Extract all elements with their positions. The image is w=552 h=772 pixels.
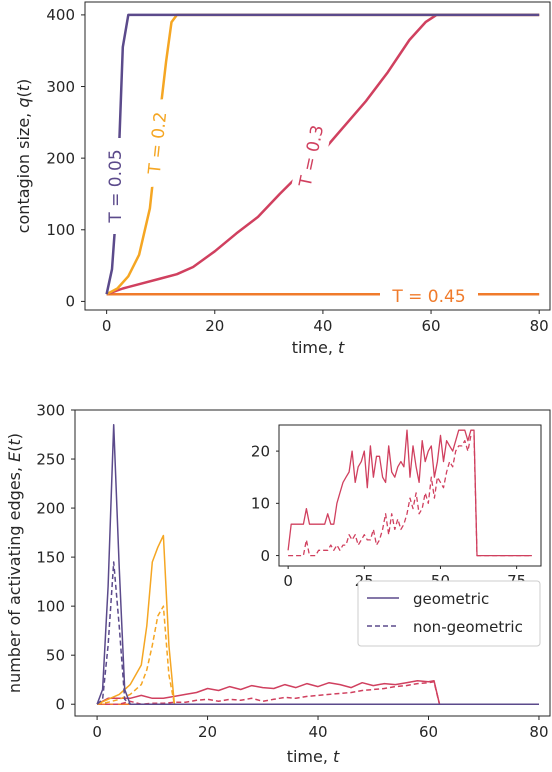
inset-chart: 025507501020 — [251, 424, 542, 590]
x-tick-label: 60 — [419, 723, 438, 741]
y-tick-label: 400 — [46, 6, 75, 24]
y-tick-label: 10 — [251, 495, 270, 513]
legend-label: non-geometric — [413, 618, 523, 636]
series-line-t-0-05 — [105, 13, 540, 295]
series-line-geometric — [96, 423, 539, 705]
inset-frame — [278, 424, 542, 567]
y-axis-label: contagion size, q(t) — [14, 79, 33, 234]
series-line-geometric — [96, 679, 539, 705]
line-label-t02: T = 0.2 — [140, 98, 176, 188]
y-tick-label: 100 — [36, 597, 65, 615]
x-tick-label: 60 — [421, 317, 440, 335]
activating-edges-series — [96, 423, 539, 705]
x-tick-label: 0 — [102, 317, 112, 335]
legend-frame — [357, 580, 541, 647]
x-tick-label: 20 — [205, 317, 224, 335]
line-label-background — [104, 138, 128, 234]
y-tick-label: 300 — [36, 401, 65, 419]
x-tick-label: 80 — [529, 723, 548, 741]
y-tick-label: 250 — [36, 450, 65, 468]
x-tick-label: 40 — [313, 317, 332, 335]
x-tick-label: 80 — [530, 317, 549, 335]
y-tick-label: 20 — [251, 442, 270, 460]
x-tick-label: 20 — [198, 723, 217, 741]
legend: geometric non-geometric — [357, 580, 541, 647]
inset-series — [287, 429, 532, 557]
y-tick-label: 200 — [36, 499, 65, 517]
contagion-size-chart: T = 0.05 T = 0.2 T = 0.3 T = 0.45 0 20 40 6… — [14, 1, 551, 357]
y-tick-label: 200 — [46, 149, 75, 167]
line-label-background — [290, 115, 334, 197]
y-tick-label: 0 — [260, 547, 270, 565]
line-label-background — [380, 284, 478, 308]
x-axis-label: time, t — [287, 747, 340, 766]
series-line-t-0-3 — [106, 13, 540, 296]
series-line-non-geometric — [97, 680, 539, 705]
series-line-non-geometric — [96, 605, 539, 705]
legend-label: geometric — [413, 590, 489, 608]
y-tick-label: 100 — [46, 221, 75, 239]
series-line-geometric — [96, 534, 539, 705]
y-tick-label: 0 — [55, 695, 65, 713]
y-tick-label: 50 — [46, 646, 65, 664]
x-tick-label: 0 — [92, 723, 102, 741]
line-label-t045: T = 0.45 — [380, 284, 478, 308]
line-label-text: T = 0.45 — [391, 287, 465, 307]
line-label-text: T = 0.05 — [106, 149, 126, 223]
series-line-non-geometric — [288, 434, 532, 557]
axis-ticks: 0 20 40 60 80 0 100 200 300 400 — [46, 6, 548, 335]
series-line-labels: T = 0.05 T = 0.2 T = 0.3 T = 0.45 — [104, 98, 478, 308]
x-axis-label: time, t — [292, 338, 345, 357]
line-label-background — [140, 98, 176, 188]
y-axis-label: number of activating edges, E(t) — [5, 433, 24, 693]
x-tick-label: 40 — [308, 723, 327, 741]
y-tick-label: 150 — [36, 548, 65, 566]
x-tick-label: 0 — [283, 572, 293, 590]
y-tick-label: 0 — [65, 293, 75, 311]
series-line-geometric — [287, 429, 532, 557]
y-tick-label: 300 — [46, 78, 75, 96]
line-label-t005: T = 0.05 — [104, 138, 128, 234]
